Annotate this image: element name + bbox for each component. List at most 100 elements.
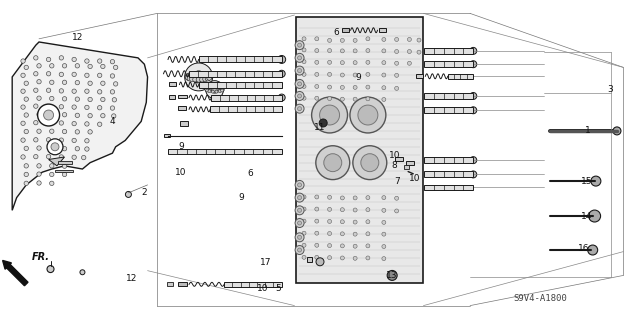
Circle shape <box>295 193 304 202</box>
Circle shape <box>353 232 357 236</box>
Circle shape <box>366 37 370 41</box>
Circle shape <box>319 105 340 125</box>
Polygon shape <box>49 157 65 166</box>
Circle shape <box>84 122 89 126</box>
Circle shape <box>470 93 477 100</box>
Circle shape <box>353 61 357 65</box>
Text: 10: 10 <box>175 168 186 177</box>
Circle shape <box>24 97 28 101</box>
Text: 7: 7 <box>394 177 399 186</box>
Circle shape <box>353 73 357 77</box>
Bar <box>178 107 186 110</box>
Bar <box>198 82 282 87</box>
Circle shape <box>46 137 51 142</box>
Circle shape <box>37 63 41 68</box>
Circle shape <box>395 196 399 200</box>
Circle shape <box>88 97 92 102</box>
Circle shape <box>24 130 28 134</box>
Circle shape <box>46 88 51 93</box>
Bar <box>168 149 282 154</box>
Circle shape <box>72 155 76 160</box>
Ellipse shape <box>218 86 221 90</box>
Circle shape <box>34 88 38 93</box>
Circle shape <box>298 183 301 187</box>
Circle shape <box>34 56 38 60</box>
Circle shape <box>295 79 304 88</box>
Circle shape <box>24 181 28 186</box>
Circle shape <box>75 130 79 134</box>
Circle shape <box>47 139 63 155</box>
Circle shape <box>382 98 386 101</box>
Circle shape <box>75 113 79 117</box>
Circle shape <box>315 60 319 64</box>
Circle shape <box>417 38 421 42</box>
Circle shape <box>97 90 102 94</box>
Bar <box>416 74 424 78</box>
Circle shape <box>298 82 301 86</box>
Circle shape <box>75 146 79 151</box>
Circle shape <box>37 181 41 185</box>
Circle shape <box>328 85 332 89</box>
Circle shape <box>298 69 301 72</box>
Ellipse shape <box>196 77 201 82</box>
Circle shape <box>49 113 54 117</box>
Circle shape <box>110 106 115 110</box>
Ellipse shape <box>215 90 218 93</box>
Ellipse shape <box>221 88 225 91</box>
Circle shape <box>24 113 28 117</box>
Text: 17: 17 <box>260 258 271 267</box>
Circle shape <box>470 48 477 54</box>
Circle shape <box>328 195 332 199</box>
Circle shape <box>328 38 332 42</box>
Circle shape <box>350 97 386 133</box>
Circle shape <box>62 113 67 117</box>
Text: 10: 10 <box>389 151 401 160</box>
Bar <box>169 82 176 86</box>
Circle shape <box>588 245 598 255</box>
Circle shape <box>295 219 304 227</box>
Circle shape <box>382 86 386 90</box>
Text: 8: 8 <box>392 161 397 170</box>
Ellipse shape <box>200 72 205 77</box>
Circle shape <box>353 244 357 248</box>
Circle shape <box>298 43 301 47</box>
Circle shape <box>72 138 76 143</box>
Circle shape <box>353 85 357 89</box>
Bar <box>296 17 424 283</box>
Circle shape <box>97 73 102 78</box>
Circle shape <box>84 89 89 93</box>
Circle shape <box>62 146 67 151</box>
Circle shape <box>72 105 76 109</box>
Circle shape <box>62 164 67 168</box>
Circle shape <box>72 72 76 77</box>
Circle shape <box>382 196 386 200</box>
Circle shape <box>49 80 54 85</box>
Bar <box>179 122 188 125</box>
Circle shape <box>316 146 349 180</box>
Circle shape <box>298 94 301 98</box>
Circle shape <box>302 48 306 52</box>
Bar <box>424 185 473 190</box>
Circle shape <box>340 208 344 212</box>
Ellipse shape <box>187 73 192 78</box>
Text: 11: 11 <box>314 123 326 132</box>
Circle shape <box>302 243 306 247</box>
Circle shape <box>328 60 332 64</box>
Circle shape <box>110 90 115 94</box>
Text: 10: 10 <box>409 174 420 183</box>
Circle shape <box>361 154 379 172</box>
Circle shape <box>49 181 54 186</box>
Ellipse shape <box>189 72 195 77</box>
Circle shape <box>353 97 357 101</box>
Circle shape <box>315 231 319 235</box>
Circle shape <box>97 106 102 110</box>
Bar <box>210 106 282 112</box>
Circle shape <box>38 104 60 126</box>
Bar <box>178 282 187 286</box>
Circle shape <box>298 107 301 111</box>
Circle shape <box>328 232 332 235</box>
Ellipse shape <box>203 72 208 77</box>
Circle shape <box>328 72 332 76</box>
Circle shape <box>382 232 386 236</box>
Circle shape <box>84 73 89 78</box>
